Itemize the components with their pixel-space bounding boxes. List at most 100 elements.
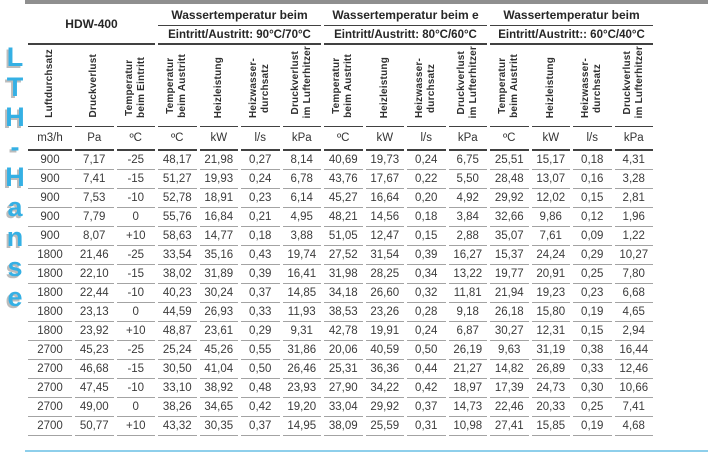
table-cell: 1800 <box>28 246 72 265</box>
table-cell: 4,95 <box>282 208 321 227</box>
table-cell: 6,14 <box>282 189 321 208</box>
table-cell: 30,27 <box>490 322 529 341</box>
table-row: 900 7,53 -10 52,78 18,91 0,23 6,14 45,27 16,64 0,… <box>28 189 705 208</box>
table-cell: 0,22 <box>407 170 446 189</box>
table-cell: 0,42 <box>241 398 280 417</box>
table-cell: 43,76 <box>324 170 363 189</box>
table-cell: 14,73 <box>448 398 487 417</box>
col-header-luftdurchsatz: Luftdurchsatz <box>28 45 72 127</box>
table-row: 2700 50,77 +10 43,32 30,35 0,37 14,95 38,09 25,5… <box>28 417 705 436</box>
table-cell: 0,15 <box>573 322 612 341</box>
unit-cell: kPa <box>282 127 321 151</box>
table-cell: 0,15 <box>573 189 612 208</box>
group-subtitle-60-40: Eintritt/Austritt:: 60°C/40°C <box>490 26 653 45</box>
table-cell: 40,59 <box>365 341 404 360</box>
table-cell: 48,21 <box>324 208 363 227</box>
table-cell: 28,25 <box>365 265 404 284</box>
table-cell: 13,07 <box>531 170 570 189</box>
table-cell: +10 <box>116 322 155 341</box>
table-cell: 4,31 <box>614 151 653 170</box>
table-row: 2700 49,00 0 38,26 34,65 0,42 19,20 33,04 29,92 0… <box>28 398 705 417</box>
table-cell: 26,46 <box>282 360 321 379</box>
table-cell: 11,81 <box>448 284 487 303</box>
table-cell: 0,43 <box>241 246 280 265</box>
bottom-crop-mask <box>0 452 708 458</box>
table-cell: 0,50 <box>241 360 280 379</box>
table-cell: 2,94 <box>614 322 653 341</box>
table-cell: 0,33 <box>573 360 612 379</box>
unit-cell: kPa <box>448 127 487 151</box>
table-cell: 38,53 <box>324 303 363 322</box>
table-cell: 0,19 <box>573 303 612 322</box>
table-cell: 23,93 <box>282 379 321 398</box>
table-cell: 4,65 <box>614 303 653 322</box>
unit-cell: kW <box>199 127 238 151</box>
table-cell: 34,22 <box>365 379 404 398</box>
table-cell: 0,24 <box>407 151 446 170</box>
table-cell: 2700 <box>28 398 72 417</box>
table-cell: 19,93 <box>199 170 238 189</box>
col-header-temp-austritt-2: Temperatur beim Austritt <box>324 45 363 127</box>
col-header-heizleistung-2: Heizleistung <box>365 45 404 127</box>
table-cell: 16,27 <box>448 246 487 265</box>
table-cell: 19,73 <box>365 151 404 170</box>
table-row: 1800 22,44 -10 40,23 30,24 0,37 14,85 34,18 26,6… <box>28 284 705 303</box>
table-cell: 31,19 <box>531 341 570 360</box>
table-cell: 0,33 <box>241 303 280 322</box>
table-cell: +10 <box>116 227 155 246</box>
table-cell: 1800 <box>28 284 72 303</box>
table-cell: 0,19 <box>573 417 612 436</box>
table-cell: -15 <box>116 265 155 284</box>
table-cell: 2700 <box>28 341 72 360</box>
table-cell: 0,28 <box>407 303 446 322</box>
unit-cell: l/s <box>407 127 446 151</box>
table-cell: 14,82 <box>490 360 529 379</box>
table-cell: 4,92 <box>448 189 487 208</box>
table-cell: 45,23 <box>75 341 114 360</box>
table-row: 900 7,17 -25 48,17 21,98 0,27 8,14 40,69 19,73 0,… <box>28 151 705 170</box>
table-row: 900 8,07 +10 58,63 14,77 0,18 3,88 51,05 12,47 0,… <box>28 227 705 246</box>
table-row: 900 7,41 -15 51,27 19,93 0,24 6,78 43,76 17,67 0,… <box>28 170 705 189</box>
unit-cell: ºC <box>324 127 363 151</box>
table-cell: 22,44 <box>75 284 114 303</box>
table-cell: -25 <box>116 341 155 360</box>
table-cell: 34,65 <box>199 398 238 417</box>
table-cell: 0 <box>116 398 155 417</box>
table-cell: 40,23 <box>158 284 197 303</box>
table-cell: 0,37 <box>241 417 280 436</box>
table-cell: 3,88 <box>282 227 321 246</box>
table-cell: 0,12 <box>573 208 612 227</box>
column-header-row: Luftdurchsatz Druckverlust Temperatur be… <box>28 45 705 127</box>
table-cell: 49,00 <box>75 398 114 417</box>
unit-cell: kPa <box>614 127 653 151</box>
table-cell: 31,86 <box>282 341 321 360</box>
unit-cell: kW <box>531 127 570 151</box>
table-cell: 23,61 <box>199 322 238 341</box>
table-cell: 0,21 <box>241 208 280 227</box>
table-cell: 11,93 <box>282 303 321 322</box>
watermark-letter: e <box>7 282 23 312</box>
col-header-druckverlust-lufterhitzer-1: Druckverlust im Lufterhitzer <box>282 45 321 127</box>
table-cell: 16,44 <box>614 341 653 360</box>
table-cell: 26,60 <box>365 284 404 303</box>
table-cell: 0,18 <box>407 208 446 227</box>
table-cell: 42,78 <box>324 322 363 341</box>
table-cell: 38,02 <box>158 265 197 284</box>
table-cell: 900 <box>28 189 72 208</box>
group-title-row: HDW-400 Wassertemperatur beim Wassertemp… <box>28 4 705 45</box>
table-cell: 23,92 <box>75 322 114 341</box>
watermark-letter: L <box>6 42 24 72</box>
table-cell: 1,96 <box>614 208 653 227</box>
table-cell: 14,77 <box>199 227 238 246</box>
table-cell: 15,37 <box>490 246 529 265</box>
table-cell: 38,26 <box>158 398 197 417</box>
group-title-90-70: Wassertemperatur beim <box>158 4 321 26</box>
table-cell: 48,17 <box>158 151 197 170</box>
units-row: m3/h Pa ºC ºC kW l/s kPa ºC kW l/s kPa º… <box>28 127 705 151</box>
table-cell: 28,48 <box>490 170 529 189</box>
table-cell: -25 <box>116 151 155 170</box>
table-cell: 26,18 <box>490 303 529 322</box>
table-row: 2700 47,45 -10 33,10 38,92 0,48 23,93 27,90 34,2… <box>28 379 705 398</box>
table-cell: 0,37 <box>407 398 446 417</box>
col-header-druckverlust-lufterhitzer-3: Druckverlust im Lufterhitzer <box>614 45 653 127</box>
